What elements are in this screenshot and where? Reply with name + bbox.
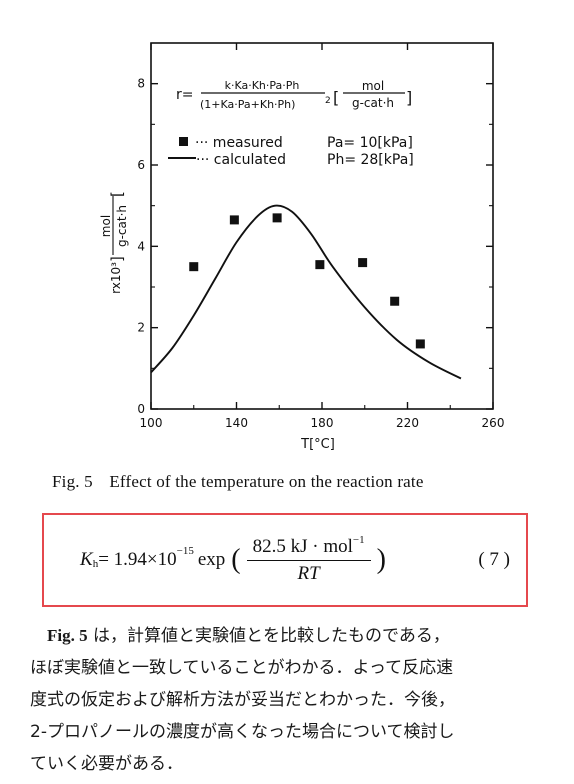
chart-svg: r= k·Ka·Kh·Pa·Ph (1+Ka·Pa+Kh·Ph) 2 [ mol… — [99, 42, 504, 452]
x-axis-label: T[°C] — [300, 437, 335, 452]
equation-numerator-exponent: −1 — [352, 533, 365, 546]
series-layer — [150, 204, 462, 380]
measured-point — [189, 262, 199, 272]
x-tick-label: 260 — [482, 416, 505, 430]
equation-denominator: RT — [297, 562, 320, 584]
svg-text:]: ] — [108, 256, 126, 262]
y-tick-label: 0 — [137, 402, 145, 416]
y-units-denominator: g-cat·h — [115, 205, 129, 247]
equation-function: exp — [197, 549, 226, 570]
y-axis-label-group: rx10³ mol g-cat·h [ ] — [99, 191, 129, 294]
x-tick-label: 180 — [311, 416, 334, 430]
body-paragraph: Fig. 5 は，計算値と実験値とを比較したものである， ほぼ実験値と一致してい… — [30, 620, 560, 780]
paragraph-line-5: ていく必要がある． — [30, 754, 183, 774]
figure-caption-text: Effect of the temperature on the reactio… — [109, 472, 424, 491]
measured-point — [272, 213, 282, 223]
rate-equation: r= k·Ka·Kh·Pa·Ph (1+Ka·Pa+Kh·Ph) 2 [ mol… — [176, 79, 412, 111]
rate-equation-power: 2 — [325, 96, 331, 106]
legend-calculated-label: ··· calculated — [196, 152, 286, 168]
paragraph-fig-ref: Fig. 5 — [47, 626, 88, 645]
rate-equation-numerator: k·Ka·Kh·Pa·Ph — [225, 79, 300, 92]
svg-text:]: ] — [406, 88, 412, 107]
equation-fraction: 82.5 kJ · mol−1 RT — [246, 533, 371, 585]
rate-equation-lhs: r= — [176, 87, 194, 103]
legend-measured-label: ··· measured — [195, 135, 283, 151]
y-tick-label: 8 — [137, 77, 145, 91]
condition-ph: Ph= 28[kPa] — [327, 152, 414, 168]
measured-point — [315, 260, 325, 270]
condition-pa: Pa= 10[kPa] — [327, 135, 413, 151]
x-tick-label: 100 — [140, 416, 163, 430]
paragraph-line-2: ほぼ実験値と一致していることがわかる．よって反応速 — [30, 658, 454, 678]
y-units-numerator: mol — [99, 215, 113, 237]
equation-exponent: −15 — [176, 545, 194, 557]
figure-number: Fig. 5 — [52, 472, 93, 491]
x-tick-label: 140 — [225, 416, 248, 430]
figure-5-chart: r= k·Ka·Kh·Pa·Ph (1+Ka·Pa+Kh·Ph) 2 [ mol… — [99, 42, 504, 452]
legend-square-marker — [179, 137, 188, 146]
equation-lhs-symbol: K — [80, 549, 93, 570]
paragraph-line-4: 2-プロパノールの濃度が高くなった場合について検討し — [30, 722, 455, 742]
x-tick-label: 220 — [396, 416, 419, 430]
svg-text:[: [ — [108, 191, 126, 197]
rate-units-denominator: g-cat·h — [352, 96, 394, 110]
measured-point — [415, 339, 425, 349]
y-tick-label: 2 — [137, 321, 145, 335]
figure-caption: Fig. 5 Effect of the temperature on the … — [52, 472, 552, 492]
y-tick-label: 4 — [137, 239, 145, 253]
equation-coefficient: = 1.94×10 — [98, 549, 177, 570]
calculated-curve — [150, 204, 462, 380]
rate-equation-denominator: (1+Ka·Pa+Kh·Ph) — [200, 98, 295, 111]
measured-point — [358, 258, 368, 268]
svg-text:[: [ — [333, 88, 339, 107]
measured-point — [229, 215, 239, 225]
equation-number: ( 7 ) — [478, 549, 510, 570]
paragraph-line-3: 度式の仮定および解析方法が妥当だとわかった．今後， — [30, 690, 455, 710]
rate-units-numerator: mol — [362, 79, 384, 93]
paragraph-line-1: Fig. 5 は，計算値と実験値とを比較したものである， — [47, 626, 450, 646]
axis-ticks: 100 140 180 220 260 0 2 4 6 8 — [137, 43, 504, 430]
y-axis-label: rx10³ — [109, 262, 123, 294]
y-tick-label: 6 — [137, 158, 145, 172]
equation-lhs-subscript: h — [92, 558, 99, 570]
measured-point — [390, 296, 400, 306]
equation-numerator: 82.5 kJ · mol — [252, 535, 353, 557]
legend: ··· measured ··· calculated Pa= 10[kPa] … — [168, 135, 414, 168]
